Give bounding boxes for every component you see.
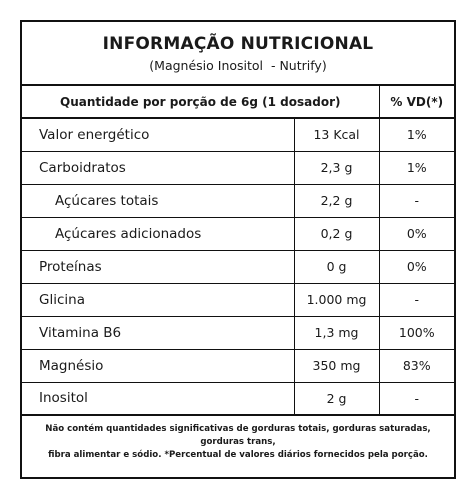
nutrient-amount: 2 g [293, 382, 380, 416]
nutrient-amount: 2,2 g [293, 184, 380, 218]
nutrient-amount: 1,3 mg [293, 316, 380, 350]
label-title: INFORMAÇÃO NUTRICIONAL [102, 34, 374, 54]
nutrient-name: Vitamina B6 [22, 316, 294, 350]
nutrient-amount: 0,2 g [293, 217, 380, 251]
nutrient-name: Açúcares adicionados [22, 217, 294, 251]
nutrient-vd: 100% [379, 316, 454, 350]
nutrient-vd: 1% [379, 151, 454, 185]
footnote-line: Não contém quantidades significativas de… [45, 424, 431, 447]
nutrient-amount: 2,3 g [293, 151, 380, 185]
table-row: Magnésio 350 mg 83% [22, 349, 454, 383]
nutrient-amount: 350 mg [293, 349, 380, 383]
nutrient-name: Açúcares totais [22, 184, 294, 218]
table-row: Vitamina B6 1,3 mg 100% [22, 316, 454, 350]
footnote: Não contém quantidades significativas de… [22, 416, 454, 462]
nutrient-name: Magnésio [22, 349, 294, 383]
label-header: INFORMAÇÃO NUTRICIONAL (Magnésio Inosito… [22, 22, 454, 86]
table-row: Açúcares totais 2,2 g - [22, 184, 454, 218]
nutrient-amount: 13 Kcal [293, 118, 380, 152]
nutrient-vd: - [379, 283, 454, 317]
table-row: Valor energético 13 Kcal 1% [22, 118, 454, 152]
nutrient-vd: - [379, 184, 454, 218]
nutrition-table: Quantidade por porção de 6g (1 dosador) … [22, 86, 454, 416]
table-row: Glicina 1.000 mg - [22, 283, 454, 317]
nutrient-vd: 0% [379, 250, 454, 284]
nutrition-facts-label: INFORMAÇÃO NUTRICIONAL (Magnésio Inosito… [20, 20, 456, 479]
table-row: Açúcares adicionados 0,2 g 0% [22, 217, 454, 251]
product-name: (Magnésio Inositol - Nutrify) [149, 58, 327, 73]
nutrient-amount: 0 g [293, 250, 380, 284]
nutrient-vd: 83% [379, 349, 454, 383]
table-header-row: Quantidade por porção de 6g (1 dosador) … [22, 86, 454, 119]
nutrient-name: Proteínas [22, 250, 294, 284]
table-row: Proteínas 0 g 0% [22, 250, 454, 284]
portion-header: Quantidade por porção de 6g (1 dosador) [22, 86, 380, 119]
footnote-line: fibra alimentar e sódio. *Percentual de … [48, 450, 428, 460]
nutrient-name: Glicina [22, 283, 294, 317]
table-row: Inositol 2 g - [22, 382, 454, 416]
nutrient-name: Valor energético [22, 118, 294, 152]
nutrient-vd: 1% [379, 118, 454, 152]
nutrient-name: Inositol [22, 382, 294, 416]
nutrient-name: Carboidratos [22, 151, 294, 185]
vd-header: % VD(*) [379, 86, 454, 119]
nutrient-vd: 0% [379, 217, 454, 251]
nutrient-vd: - [379, 382, 454, 416]
table-row: Carboidratos 2,3 g 1% [22, 151, 454, 185]
nutrient-amount: 1.000 mg [293, 283, 380, 317]
